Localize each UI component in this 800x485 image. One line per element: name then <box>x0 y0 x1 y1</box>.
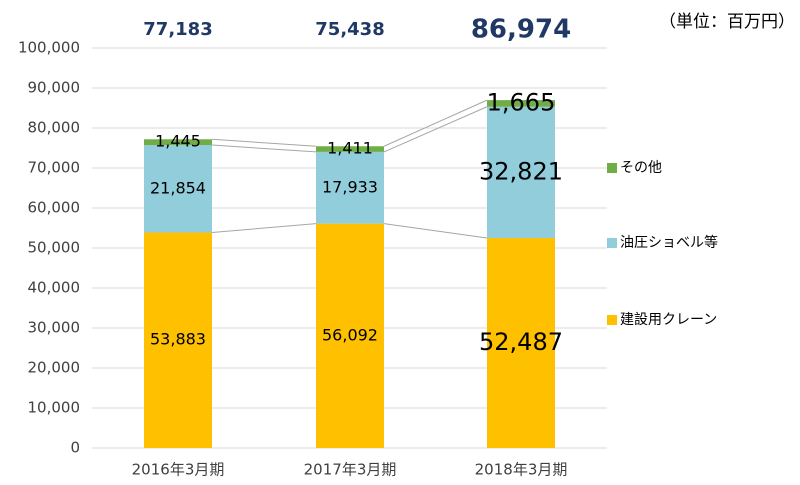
y-tick-label: 30,000 <box>28 319 81 337</box>
data-label: 52,487 <box>479 328 563 356</box>
data-label: 56,092 <box>322 325 378 344</box>
connector-line <box>383 106 488 153</box>
bar-segment <box>487 100 555 107</box>
bar-segment <box>144 139 212 146</box>
y-tick-label: 0 <box>70 439 80 457</box>
y-tick-label: 20,000 <box>28 359 81 377</box>
y-tick-label: 100,000 <box>18 39 80 57</box>
legend-swatch <box>607 238 617 248</box>
legend-label: 油圧ショベル等 <box>620 234 718 251</box>
bar-segment <box>316 151 384 224</box>
legend-label: 建設用クレーン <box>620 312 717 328</box>
y-tick-label: 40,000 <box>28 279 81 297</box>
total-label: 75,438 <box>315 19 384 40</box>
connector-line <box>211 138 317 147</box>
bar-segment <box>487 106 555 239</box>
connector-line <box>383 223 488 239</box>
x-tick-label: 2017年3月期 <box>304 461 397 479</box>
bar-segment <box>316 146 384 152</box>
y-tick-label: 10,000 <box>28 399 81 417</box>
y-tick-label: 80,000 <box>28 119 81 137</box>
connector-line <box>383 99 488 147</box>
bar-segment <box>316 223 384 448</box>
data-label: 1,445 <box>155 132 201 151</box>
total-label: 77,183 <box>143 19 212 40</box>
x-tick-label: 2016年3月期 <box>132 461 225 479</box>
legend-swatch <box>607 315 617 325</box>
bar-segment <box>144 145 212 233</box>
data-label: 1,411 <box>327 139 373 158</box>
data-label: 1,665 <box>487 88 556 116</box>
bar-segment <box>487 238 555 448</box>
connector-line <box>211 223 317 233</box>
y-tick-label: 70,000 <box>28 159 81 177</box>
unit-label: （単位：百万円） <box>659 12 795 32</box>
data-label: 21,854 <box>150 178 206 197</box>
connector-line <box>211 144 317 153</box>
bar-segment <box>144 232 212 448</box>
data-label: 53,883 <box>150 330 206 349</box>
x-tick-label: 2018年3月期 <box>475 461 568 479</box>
data-label: 17,933 <box>322 177 378 196</box>
y-tick-label: 90,000 <box>28 79 81 97</box>
total-label: 86,974 <box>471 15 571 45</box>
legend-swatch <box>607 163 617 173</box>
legend-label: その他 <box>620 160 662 176</box>
data-label: 32,821 <box>479 157 563 185</box>
y-tick-label: 60,000 <box>28 199 81 217</box>
y-tick-label: 50,000 <box>28 239 81 257</box>
